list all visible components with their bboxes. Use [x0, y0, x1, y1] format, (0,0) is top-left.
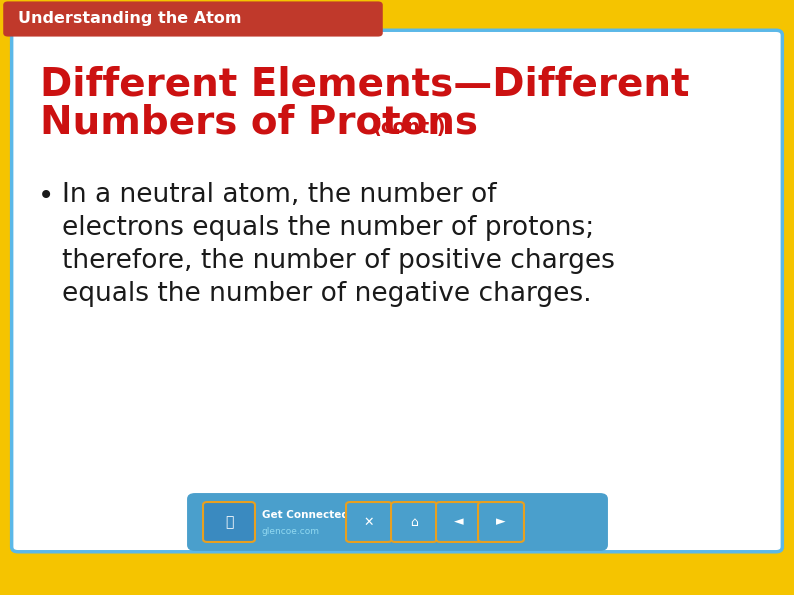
FancyBboxPatch shape — [203, 502, 255, 542]
Text: ►: ► — [496, 515, 506, 528]
Text: Different Elements—Different: Different Elements—Different — [40, 66, 689, 104]
Text: Understanding the Atom: Understanding the Atom — [18, 11, 241, 27]
Text: ◄: ◄ — [454, 515, 464, 528]
Text: Numbers of Protons: Numbers of Protons — [40, 104, 478, 142]
Text: 📱: 📱 — [225, 515, 233, 529]
FancyBboxPatch shape — [187, 493, 608, 551]
FancyBboxPatch shape — [346, 502, 392, 542]
FancyBboxPatch shape — [436, 502, 482, 542]
Text: ✕: ✕ — [364, 515, 374, 528]
FancyBboxPatch shape — [3, 1, 383, 36]
FancyBboxPatch shape — [12, 30, 782, 552]
Text: glencoe.com: glencoe.com — [262, 527, 320, 536]
Text: equals the number of negative charges.: equals the number of negative charges. — [62, 281, 592, 307]
Text: •: • — [38, 182, 54, 210]
FancyBboxPatch shape — [391, 502, 437, 542]
Text: ⌂: ⌂ — [410, 515, 418, 528]
FancyBboxPatch shape — [478, 502, 524, 542]
Text: therefore, the number of positive charges: therefore, the number of positive charge… — [62, 248, 615, 274]
Text: Get Connected: Get Connected — [262, 510, 349, 520]
Text: electrons equals the number of protons;: electrons equals the number of protons; — [62, 215, 594, 241]
Text: Lesson 2: Lesson 2 — [699, 11, 778, 27]
Text: In a neutral atom, the number of: In a neutral atom, the number of — [62, 182, 496, 208]
Text: (cont.): (cont.) — [372, 117, 445, 136]
